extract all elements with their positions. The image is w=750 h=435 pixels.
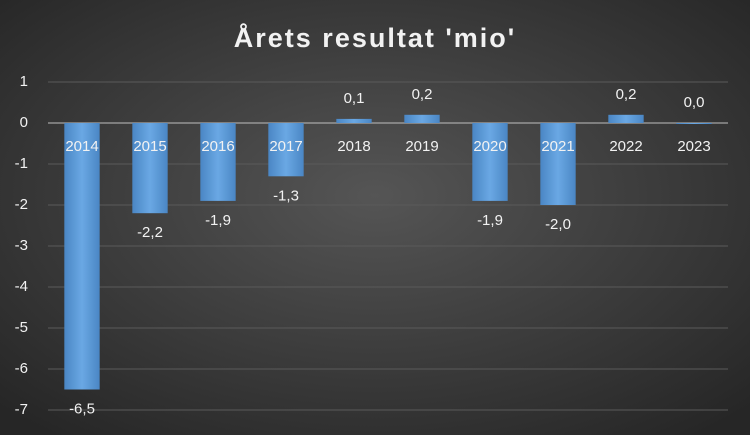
y-tick-label: 0 [20, 114, 28, 131]
value-label: -1,9 [477, 212, 503, 229]
bar [336, 118, 372, 123]
y-tick-label: -3 [15, 237, 28, 254]
x-tick-label: 2023 [677, 138, 710, 155]
value-label: 0,2 [412, 86, 433, 103]
value-label: -2,0 [545, 216, 571, 233]
x-tick-label: 2022 [609, 138, 642, 155]
value-label: -1,3 [273, 187, 299, 204]
bar [608, 114, 644, 123]
value-label: -1,9 [205, 212, 231, 229]
x-tick-label: 2018 [337, 138, 370, 155]
y-tick-label: -2 [15, 196, 28, 213]
x-tick-label: 2017 [269, 138, 302, 155]
value-label: 0,2 [616, 86, 637, 103]
y-tick-label: -5 [15, 319, 28, 336]
x-tick-label: 2019 [405, 138, 438, 155]
bar [472, 123, 508, 201]
y-tick-label: -4 [15, 278, 28, 295]
value-label: 0,0 [684, 94, 705, 111]
value-label: -6,5 [69, 400, 95, 417]
y-tick-label: -7 [15, 401, 28, 418]
bar [64, 123, 100, 390]
x-tick-label: 2016 [201, 138, 234, 155]
y-tick-label: 1 [20, 73, 28, 90]
y-tick-label: -6 [15, 360, 28, 377]
x-tick-label: 2021 [541, 138, 574, 155]
bar [540, 123, 576, 205]
value-label: -2,2 [137, 224, 163, 241]
bar [132, 123, 168, 214]
x-tick-label: 2014 [65, 138, 98, 155]
bar [676, 123, 712, 124]
value-label: 0,1 [344, 90, 365, 107]
bar [200, 123, 236, 201]
y-tick-label: -1 [15, 155, 28, 172]
x-tick-label: 2020 [473, 138, 506, 155]
bar [404, 114, 440, 123]
x-tick-label: 2015 [133, 138, 166, 155]
bar [268, 123, 304, 177]
chart-title: Årets resultat 'mio' [234, 22, 516, 53]
